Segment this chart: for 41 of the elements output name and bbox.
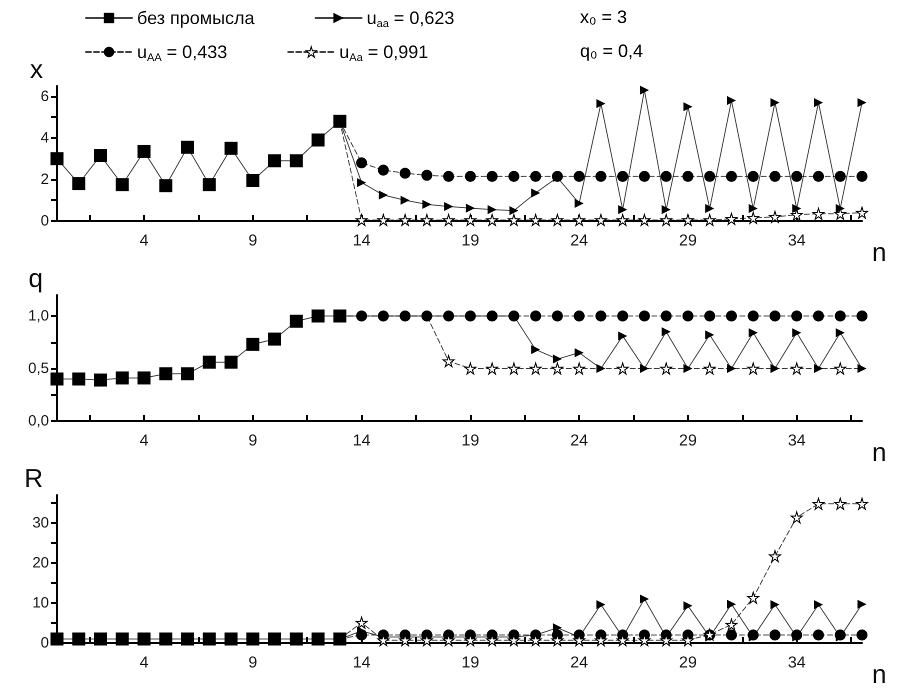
x-axis-title: n <box>872 237 886 267</box>
x-axis-title: n <box>872 437 886 467</box>
y-tick-label: 2 <box>40 170 49 188</box>
x-tick-label: 19 <box>461 232 480 250</box>
y-tick-label: 4 <box>40 129 49 146</box>
legend-label: без промысла <box>137 8 256 28</box>
x-tick-label: 29 <box>679 232 697 250</box>
x-tick-label: 34 <box>788 232 806 250</box>
y-tick-label: 0 <box>40 634 49 652</box>
x-tick-label: 24 <box>570 432 588 450</box>
y-tick-label: 0 <box>40 212 49 230</box>
x-tick-label: 24 <box>570 654 588 672</box>
x-tick-label: 29 <box>679 432 697 450</box>
y-tick-label: 0,5 <box>28 360 49 377</box>
x-tick-label: 34 <box>788 432 806 450</box>
x-tick-label: 19 <box>461 432 480 450</box>
x-tick-label: 34 <box>788 654 806 672</box>
y-axis-title: x <box>30 54 43 84</box>
x-tick-label: 24 <box>570 232 588 250</box>
y-tick-label: 10 <box>32 594 49 612</box>
y-tick-label: 0,0 <box>28 412 49 430</box>
x-tick-label: 9 <box>248 432 258 450</box>
x-tick-label: 14 <box>352 232 371 250</box>
y-axis-title: R <box>24 463 43 493</box>
y-axis-title: q <box>28 263 43 293</box>
x-axis-title: n <box>872 659 886 689</box>
x-tick-label: 9 <box>248 654 258 672</box>
x-tick-label: 19 <box>461 654 480 672</box>
text: q₀ = 0,4 <box>580 41 644 61</box>
x-tick-label: 4 <box>140 654 149 672</box>
x-tick-label: 4 <box>140 232 149 250</box>
x-tick-label: 14 <box>352 654 371 672</box>
x-tick-label: 4 <box>140 432 149 450</box>
text: x₀ = 3 <box>580 7 627 27</box>
x-tick-label: 9 <box>248 232 258 250</box>
y-tick-label: 6 <box>40 88 49 105</box>
x-tick-label: 29 <box>679 654 697 672</box>
x-tick-label: 14 <box>352 432 371 450</box>
y-tick-label: 20 <box>32 554 49 572</box>
y-tick-label: 30 <box>32 514 49 532</box>
y-tick-label: 1,0 <box>28 308 49 324</box>
